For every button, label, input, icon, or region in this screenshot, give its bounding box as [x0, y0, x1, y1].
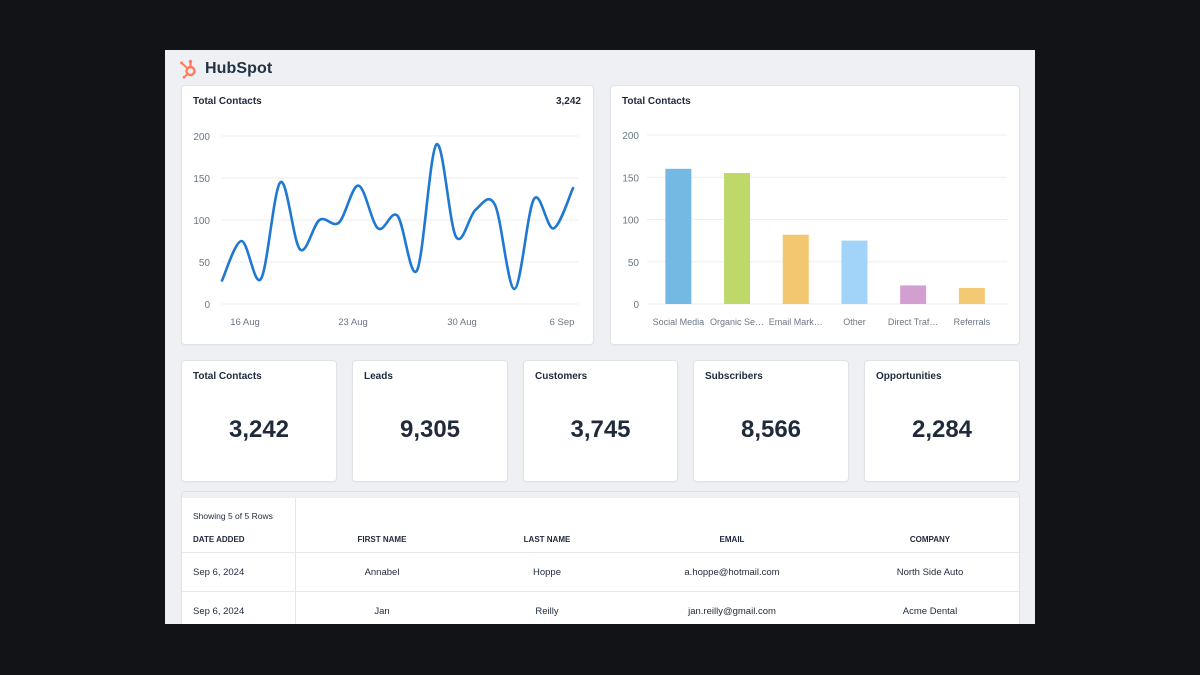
bar-chart-card: Total Contacts 0 50 100 150 200 Social Media O… [610, 85, 1020, 345]
brand[interactable]: HubSpot [179, 58, 272, 80]
stat-label: Opportunities [876, 371, 942, 382]
x-tick-label: Direct Traf… [888, 317, 939, 327]
column-header-last-name[interactable]: LAST NAME [523, 534, 571, 544]
cell-company: Acme Dental [839, 591, 1019, 624]
x-tick-label: Other [843, 317, 866, 327]
column-header-first-name[interactable]: FIRST NAME [357, 534, 407, 544]
cell-email: a.hoppe@hotmail.com [625, 552, 839, 592]
rows-info: Showing 5 of 5 Rows [193, 511, 273, 521]
contacts-table: DATE ADDED FIRST NAME LAST NAME EMAIL CO… [182, 526, 1019, 624]
y-tick-label: 200 [193, 132, 210, 143]
column-header-date-added[interactable]: DATE ADDED [193, 534, 245, 544]
x-tick-label: Referrals [954, 317, 991, 327]
stat-card-total-contacts: Total Contacts 3,242 [181, 360, 337, 482]
y-tick-label: 0 [633, 300, 639, 311]
stat-value: 3,745 [570, 416, 631, 443]
stat-card-leads: Leads 9,305 [352, 360, 508, 482]
bar [724, 173, 751, 304]
cell-last-name: Hoppe [469, 552, 625, 592]
y-tick-label: 100 [622, 216, 639, 227]
series-line-total-contacts [220, 143, 575, 291]
stat-card-subscribers: Subscribers 8,566 [693, 360, 849, 482]
bar [841, 240, 868, 304]
x-tick-label: Email Mark… [769, 317, 823, 327]
y-tick-label: 200 [622, 131, 639, 142]
y-tick-label: 150 [193, 174, 210, 185]
y-tick-label: 50 [628, 258, 640, 269]
cell-last-name: Reilly [469, 591, 625, 624]
line-chart-card: Total Contacts 3,242 0 50 100 150 200 16 Aug 2… [181, 85, 594, 345]
cell-first-name: Jan [295, 591, 469, 624]
stat-value: 9,305 [399, 416, 461, 443]
contacts-table-card: Showing 5 of 5 Rows DATE ADDED FIRST NAM… [181, 491, 1020, 624]
table-card-topbar [182, 492, 1019, 498]
y-tick-label: 150 [622, 173, 639, 184]
stat-label: Leads [364, 371, 393, 382]
bar-chart-title: Total Contacts [622, 96, 691, 107]
stat-value: 8,566 [740, 416, 802, 443]
x-tick-label: 6 Sep [550, 317, 575, 328]
bar [958, 287, 985, 304]
cell-first-name: Annabel [295, 552, 469, 592]
bar [900, 285, 927, 304]
cell-date-added: Sep 6, 2024 [182, 552, 295, 592]
stat-value: 3,242 [228, 416, 290, 443]
x-tick-label: Social Media [653, 317, 705, 327]
cell-date-added: Sep 6, 2024 [182, 591, 295, 624]
line-chart-title: Total Contacts [193, 96, 262, 107]
sprocket-icon [180, 59, 196, 79]
stat-label: Subscribers [705, 371, 763, 382]
table-header-row: DATE ADDED FIRST NAME LAST NAME EMAIL CO… [182, 526, 1019, 553]
stat-label: Total Contacts [193, 371, 262, 382]
y-tick-label: 100 [193, 216, 210, 227]
stat-card-opportunities: Opportunities 2,284 [864, 360, 1020, 482]
brand-name: HubSpot [205, 60, 273, 77]
line-chart-total: 3,242 [555, 96, 581, 107]
stat-card-customers: Customers 3,745 [523, 360, 678, 482]
bar-chart: 0 50 100 150 200 Social Media Organic Se… Email… [622, 131, 1007, 327]
column-header-company[interactable]: COMPANY [909, 534, 951, 544]
y-tick-label: 50 [199, 258, 211, 269]
stat-label: Customers [535, 371, 588, 382]
cell-company: North Side Auto [839, 552, 1019, 592]
x-tick-label: 30 Aug [447, 317, 477, 328]
table-row[interactable]: Sep 6, 2024 Annabel Hoppe a.hoppe@hotmai… [182, 552, 1019, 592]
y-tick-label: 0 [204, 300, 210, 311]
stat-value: 2,284 [911, 416, 973, 443]
bar [665, 168, 692, 304]
dashboard-frame: HubSpot Total Contacts 3,242 0 50 100 150 20… [165, 50, 1035, 624]
table-row[interactable]: Sep 6, 2024 Jan Reilly jan.reilly@gmail.… [182, 591, 1019, 624]
bar [782, 234, 809, 304]
x-tick-label: 16 Aug [230, 317, 260, 328]
cell-email: jan.reilly@gmail.com [625, 591, 839, 624]
x-tick-label: Organic Se… [710, 317, 764, 327]
line-chart: 0 50 100 150 200 16 Aug 23 Aug 30 Aug 6 Sep [193, 132, 578, 328]
x-tick-label: 23 Aug [338, 317, 368, 328]
column-header-email[interactable]: EMAIL [719, 534, 745, 544]
